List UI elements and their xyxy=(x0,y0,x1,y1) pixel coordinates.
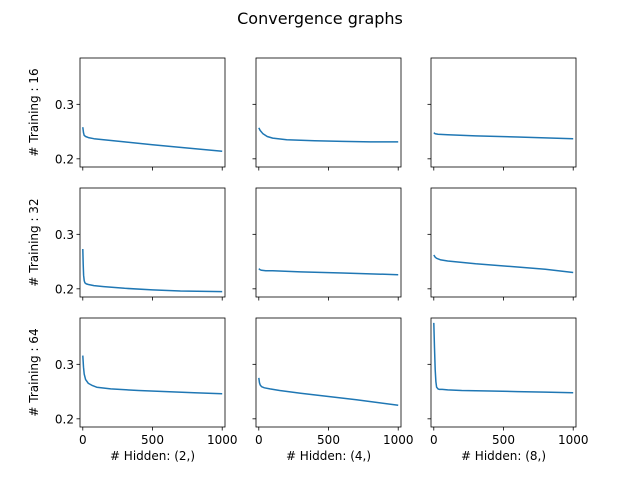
subplot-r0c1 xyxy=(252,57,402,171)
subplot-r2c0: 0 500 1000 0.2 0.3 xyxy=(55,317,238,447)
subplot-r1c1 xyxy=(252,187,402,301)
col-label: # Hidden: (2,) xyxy=(110,449,195,463)
series-line xyxy=(258,268,399,276)
x-tick-label: 1000 xyxy=(207,433,238,447)
series-line xyxy=(433,132,574,140)
subplot-r0c2 xyxy=(427,57,577,171)
series-line xyxy=(433,254,574,274)
series-line xyxy=(258,127,399,143)
col-label: # Hidden: (8,) xyxy=(461,449,546,463)
subplot-grid: 0.2 0.3 0.2 0.3 0 500 1000 0.2 0.3 0 500 1000 0 500 10… xyxy=(27,57,589,463)
series-line xyxy=(258,377,399,406)
row-label: # Training : 32 xyxy=(27,198,41,286)
y-tick-label: 0.2 xyxy=(55,152,74,166)
figure-title: Convergence graphs xyxy=(237,9,403,28)
series-line xyxy=(82,127,223,152)
series-line xyxy=(433,322,574,394)
y-tick-label: 0.3 xyxy=(55,358,74,372)
x-tick-label: 500 xyxy=(141,433,164,447)
series-line xyxy=(82,355,223,395)
x-tick-label: 0 xyxy=(430,433,438,447)
series-line xyxy=(82,248,223,293)
subplot-r1c0: 0.2 0.3 xyxy=(55,187,226,301)
x-tick-label: 1000 xyxy=(383,433,414,447)
x-tick-label: 500 xyxy=(492,433,515,447)
subplot-r0c0: 0.2 0.3 xyxy=(55,57,226,171)
row-label: # Training : 16 xyxy=(27,68,41,156)
x-tick-label: 1000 xyxy=(558,433,589,447)
row-label: # Training : 64 xyxy=(27,328,41,416)
x-tick-label: 0 xyxy=(79,433,87,447)
y-tick-label: 0.3 xyxy=(55,98,74,112)
x-tick-label: 0 xyxy=(255,433,263,447)
y-tick-label: 0.2 xyxy=(55,412,74,426)
col-label: # Hidden: (4,) xyxy=(286,449,371,463)
y-tick-label: 0.3 xyxy=(55,228,74,242)
x-tick-label: 500 xyxy=(317,433,340,447)
subplot-r2c2: 0 500 1000 xyxy=(427,317,589,447)
subplot-r1c2 xyxy=(427,187,577,301)
subplot-r2c1: 0 500 1000 xyxy=(252,317,414,447)
y-tick-label: 0.2 xyxy=(55,282,74,296)
